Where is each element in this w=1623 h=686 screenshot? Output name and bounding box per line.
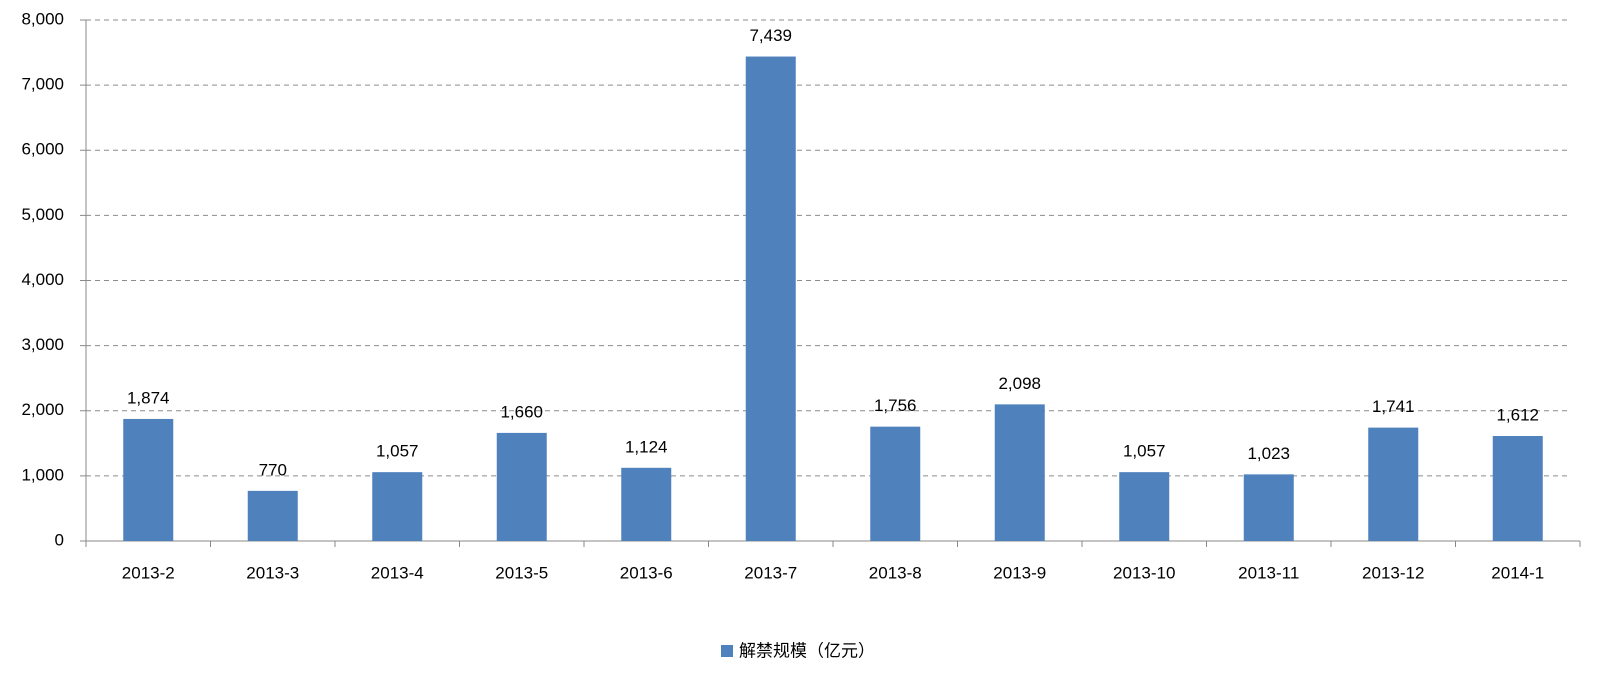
legend-swatch	[721, 645, 733, 657]
bar	[372, 472, 423, 541]
bar	[1492, 436, 1543, 541]
x-tick-label: 2013-4	[371, 563, 424, 582]
bar	[870, 426, 921, 541]
x-tick-label: 2013-6	[620, 563, 673, 582]
data-label: 1,874	[127, 388, 170, 407]
data-label: 7,439	[749, 26, 792, 45]
y-tick-label: 0	[55, 530, 64, 549]
x-tick-label: 2013-3	[246, 563, 299, 582]
bar	[1119, 472, 1170, 541]
x-tick-label: 2013-11	[1238, 563, 1299, 582]
x-tick-label: 2013-7	[744, 563, 797, 582]
x-tick-label: 2013-9	[993, 563, 1046, 582]
y-tick-label: 4,000	[21, 270, 64, 289]
x-tick-label: 2013-10	[1113, 563, 1175, 582]
y-tick-label: 1,000	[21, 465, 64, 484]
data-label: 1,023	[1247, 444, 1290, 463]
bar	[1368, 427, 1419, 541]
bar	[496, 432, 547, 541]
bar	[994, 404, 1045, 541]
y-tick-label: 5,000	[21, 205, 64, 224]
y-tick-label: 6,000	[21, 140, 64, 159]
legend-label: 解禁规模（亿元）	[739, 641, 875, 660]
data-label: 1,741	[1372, 397, 1415, 416]
y-tick-label: 2,000	[21, 400, 64, 419]
x-tick-label: 2013-5	[495, 563, 548, 582]
bar	[621, 467, 672, 541]
data-label: 1,756	[874, 396, 917, 415]
data-label: 770	[259, 460, 287, 479]
y-tick-label: 7,000	[21, 75, 64, 94]
y-tick-label: 8,000	[21, 9, 64, 28]
data-label: 1,057	[376, 442, 419, 461]
x-tick-label: 2013-8	[869, 563, 922, 582]
bar	[1243, 474, 1294, 541]
y-tick-label: 3,000	[21, 335, 64, 354]
data-label: 1,057	[1123, 442, 1166, 461]
x-tick-label: 2013-12	[1362, 563, 1424, 582]
bar	[745, 56, 796, 541]
bar	[123, 418, 174, 541]
x-tick-label: 2014-1	[1491, 563, 1544, 582]
data-label: 1,612	[1496, 406, 1539, 425]
data-label: 1,124	[625, 437, 668, 456]
bar	[247, 490, 298, 541]
data-label: 2,098	[998, 374, 1041, 393]
data-label: 1,660	[500, 402, 543, 421]
x-tick-label: 2013-2	[122, 563, 175, 582]
